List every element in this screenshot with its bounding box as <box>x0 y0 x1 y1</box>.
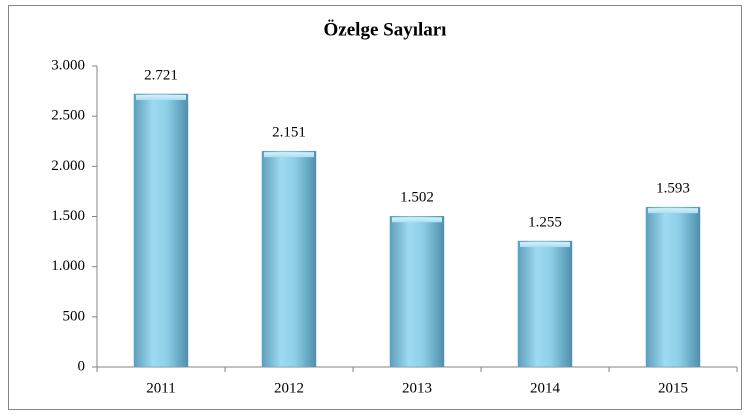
y-tick-label: 0 <box>78 358 86 374</box>
bar-cap <box>648 208 698 214</box>
value-label: 2.151 <box>272 125 306 141</box>
x-tick-label: 2012 <box>274 380 304 396</box>
bar <box>133 93 189 368</box>
y-tick-label: 1.000 <box>51 258 85 274</box>
value-label: 2.721 <box>144 67 178 83</box>
bar <box>645 206 701 368</box>
x-tick-label: 2015 <box>658 380 688 396</box>
chart-title: Özelge Sayıları <box>324 19 447 40</box>
value-label: 1.502 <box>400 190 434 206</box>
y-tick-label: 500 <box>63 308 86 324</box>
value-label: 1.593 <box>656 181 690 197</box>
bar <box>261 150 317 368</box>
y-tick-label: 2.000 <box>51 158 85 174</box>
bar <box>389 216 445 368</box>
bar-cap <box>392 217 442 223</box>
x-tick-label: 2011 <box>146 380 175 396</box>
y-tick-label: 2.500 <box>51 108 85 124</box>
y-tick-label: 1.500 <box>51 208 85 224</box>
chart-border <box>8 5 742 410</box>
x-tick-label: 2013 <box>402 380 432 396</box>
y-tick-label: 3.000 <box>51 57 85 73</box>
value-label: 1.255 <box>528 215 562 231</box>
bar-cap <box>520 242 570 248</box>
bar <box>517 240 573 368</box>
bar-cap <box>264 152 314 158</box>
bar-cap <box>136 94 186 100</box>
x-tick-label: 2014 <box>530 380 561 396</box>
